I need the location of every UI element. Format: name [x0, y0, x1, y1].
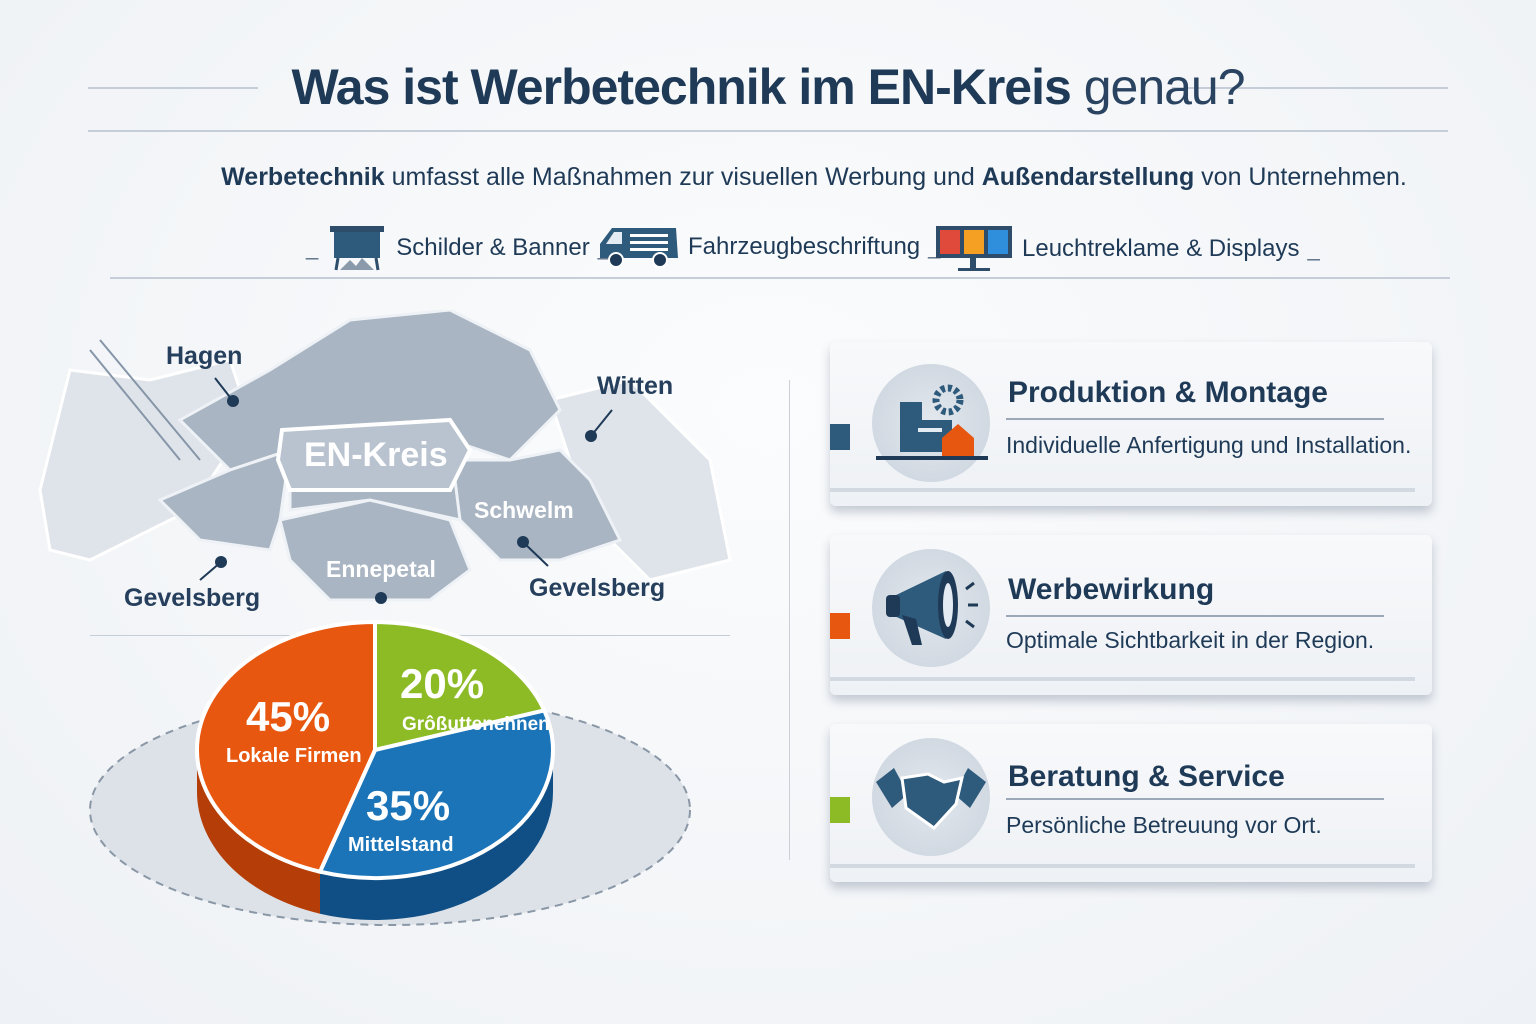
megaphone-icon: [872, 549, 990, 667]
title-rule-left: [88, 87, 258, 89]
card-production: Produktion & Montage Individuelle Anfert…: [830, 342, 1432, 506]
title-rule-right: [1172, 87, 1448, 89]
sign-board-icon: [330, 226, 385, 271]
category-signs: _ Schilder & Banner _: [306, 224, 610, 272]
intro-text: Werbetechnik umfasst alle Maßnahmen zur …: [92, 163, 1536, 192]
title-bold: Was ist Werbetechnik im EN-Kreis: [291, 59, 1071, 115]
pie-slice-label: Lokale Firmen: [226, 745, 362, 767]
intro-bold-1: Werbetechnik: [221, 163, 385, 191]
card-title: Beratung & Service: [1008, 760, 1285, 793]
region-map: [38, 310, 732, 604]
card-title: Werbewirkung: [1008, 573, 1215, 606]
intro-bold-3: Außendarstellung: [981, 163, 1195, 191]
category-label: Schilder & Banner: [396, 234, 590, 261]
pie-slice: [373, 619, 548, 753]
separator: _: [306, 235, 319, 260]
pie-slice-side: [197, 750, 320, 914]
intro-text-2: umfasst alle Maßnahmen zur visuellen Wer…: [384, 163, 982, 191]
factory-gear-icon: [872, 364, 990, 482]
pie-slice: [317, 708, 555, 880]
intro-text-4: von Unternehmen.: [1194, 163, 1407, 191]
map-label-witten: Witten: [597, 372, 674, 400]
card-text: Optimale Sichtbarkeit in der Region.: [1006, 627, 1375, 653]
handshake-icon: [872, 738, 990, 856]
pie-value-label: 45%: [246, 693, 331, 740]
vertical-divider: [789, 380, 790, 860]
title-light: genau?: [1083, 59, 1246, 115]
pie-value-label: 20%: [400, 660, 485, 707]
map-region: [448, 448, 623, 562]
accent-square: [830, 613, 850, 639]
pie-slice-label: Mittelstand: [348, 834, 454, 856]
category-displays: Leuchtreklame & Displays _: [934, 224, 1320, 274]
van-icon: [600, 228, 678, 268]
category-label: Leuchtreklame & Displays: [1022, 235, 1300, 262]
card-text: Individuelle Anfertigung und Installatio…: [1006, 432, 1412, 458]
pie-chart: [89, 619, 691, 926]
display-icon: [936, 226, 1012, 271]
map-label-ennepetal: Ennepetal: [326, 556, 436, 582]
divider: [88, 130, 1448, 132]
pie-slice-side: [319, 750, 553, 920]
map-label-hagen: Hagen: [166, 342, 243, 370]
map-label-gevelsberg: Gevelsberg: [529, 574, 666, 602]
card-service: Beratung & Service Persönliche Betreuung…: [830, 724, 1432, 882]
category-vehicle: Fahrzeugbeschriftung _: [598, 224, 940, 270]
card-title: Produktion & Montage: [1008, 376, 1328, 409]
en-kreis-outline: [275, 417, 473, 492]
map-label-schwelm: Schwelm: [474, 497, 574, 523]
card-impact: Werbewirkung Optimale Sichtbarkeit in de…: [830, 535, 1432, 695]
accent-square: [830, 797, 850, 823]
page-title: Was ist Werbetechnik im EN-Kreis genau?: [0, 58, 1536, 116]
accent-square: [830, 424, 850, 450]
pie-value-label: 35%: [366, 782, 451, 829]
card-text: Persönliche Betreuung vor Ort.: [1006, 812, 1322, 838]
pie-slice-label: Grôßuttenehnen: [402, 714, 550, 735]
map-label-gevelsberg: Gevelsberg: [124, 584, 261, 612]
divider: [110, 277, 1450, 279]
category-label: Fahrzeugbeschriftung: [688, 233, 921, 260]
separator: _: [1307, 236, 1320, 261]
map-label-en-kreis: EN-Kreis: [304, 436, 448, 474]
pie-slice: [195, 619, 377, 875]
